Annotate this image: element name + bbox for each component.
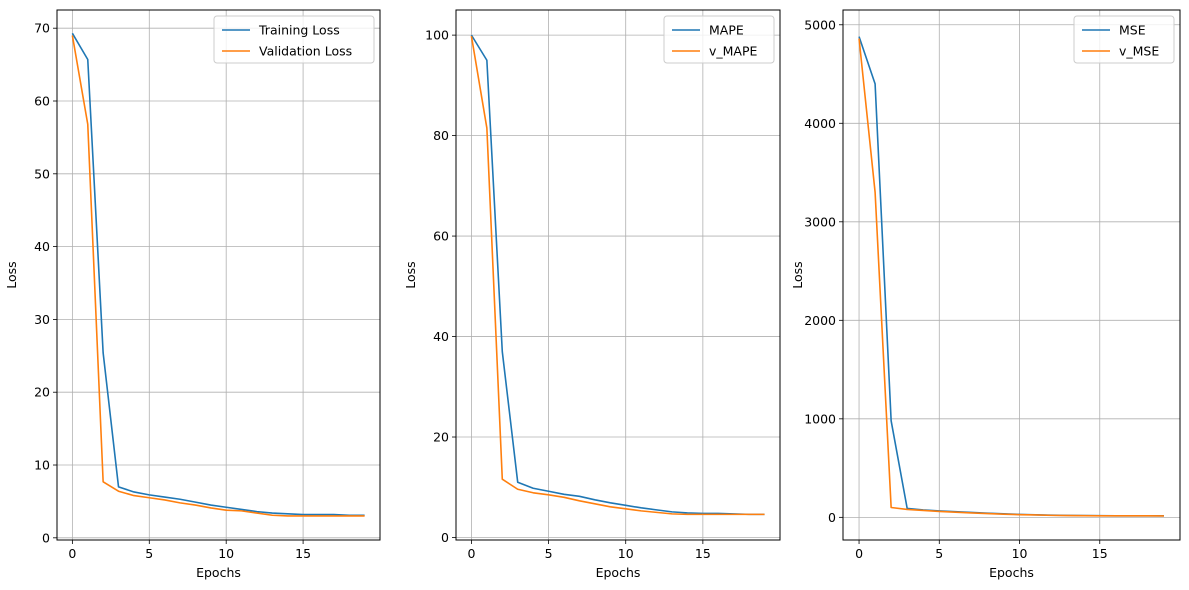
y-tick-label: 1000 xyxy=(804,411,836,426)
ticks: 0 5 10 15 0 1000 2000 3000 4000 5000 xyxy=(804,17,1108,561)
y-tick-label: 0 xyxy=(828,510,836,525)
y-tick-label: 60 xyxy=(433,229,449,244)
y-tick-label: 30 xyxy=(34,312,50,327)
legend-label-v-mape: v_MAPE xyxy=(709,44,758,59)
legend-label-v-mse: v_MSE xyxy=(1119,44,1159,59)
legend: MSE v_MSE xyxy=(1073,15,1175,64)
legend-box xyxy=(213,15,375,64)
x-tick-label: 5 xyxy=(145,546,153,561)
x-axis-label: Epochs xyxy=(596,565,641,580)
x-tick-label: 5 xyxy=(545,546,553,561)
legend-label-training-loss: Training Loss xyxy=(258,23,340,38)
y-tick-label: 40 xyxy=(433,329,449,344)
x-axis-label: Epochs xyxy=(196,565,241,580)
legend-label-mape: MAPE xyxy=(709,23,744,38)
y-tick-label: 4000 xyxy=(804,116,836,131)
legend-label-mse: MSE xyxy=(1119,23,1146,38)
x-axis-label: Epochs xyxy=(989,565,1034,580)
series-lines xyxy=(470,34,765,516)
line-v-mape xyxy=(470,35,765,516)
plot-frame xyxy=(56,9,381,541)
x-tick-label: 0 xyxy=(855,546,863,561)
x-tick-label: 10 xyxy=(218,546,234,561)
legend-entry: Training Loss xyxy=(222,23,340,38)
legend-entry: MSE xyxy=(1082,23,1146,38)
y-tick-label: 100 xyxy=(425,28,449,43)
y-axis-label: Loss xyxy=(403,261,418,288)
y-tick-label: 20 xyxy=(34,385,50,400)
y-tick-label: 20 xyxy=(433,430,449,445)
x-tick-label: 15 xyxy=(295,546,311,561)
y-tick-label: 10 xyxy=(34,458,50,473)
x-tick-label: 15 xyxy=(1092,546,1108,561)
subplot-mape: 0 5 10 15 0 20 40 60 80 100 Epochs Loss MAPE v_MA… xyxy=(403,9,781,580)
grid xyxy=(843,10,1180,540)
y-tick-label: 70 xyxy=(34,21,50,36)
legend-entry: Validation Loss xyxy=(222,44,352,59)
x-tick-label: 0 xyxy=(467,546,475,561)
grid xyxy=(57,10,380,540)
y-tick-label: 80 xyxy=(433,128,449,143)
y-tick-label: 3000 xyxy=(804,214,836,229)
x-tick-label: 10 xyxy=(1012,546,1028,561)
ticks: 0 5 10 15 0 10 20 30 40 50 60 70 xyxy=(34,21,311,561)
x-tick-label: 15 xyxy=(695,546,711,561)
x-tick-label: 10 xyxy=(618,546,634,561)
series-lines xyxy=(71,32,365,517)
ticks: 0 5 10 15 0 20 40 60 80 100 xyxy=(425,28,711,561)
x-tick-label: 5 xyxy=(935,546,943,561)
y-tick-label: 5000 xyxy=(804,17,836,32)
line-validation-loss xyxy=(71,35,365,517)
y-tick-label: 60 xyxy=(34,94,50,109)
legend: Training Loss Validation Loss xyxy=(213,15,375,64)
y-tick-label: 0 xyxy=(441,530,449,545)
y-tick-label: 50 xyxy=(34,166,50,181)
y-tick-label: 0 xyxy=(42,530,50,545)
series-lines xyxy=(858,36,1164,517)
legend-entry: MAPE xyxy=(672,23,744,38)
legend-label-validation-loss: Validation Loss xyxy=(259,44,352,59)
y-tick-label: 40 xyxy=(34,239,50,254)
line-mape xyxy=(470,34,765,516)
y-axis-label: Loss xyxy=(790,261,805,288)
legend-entry: v_MSE xyxy=(1082,44,1159,59)
y-axis-label: Loss xyxy=(4,261,19,288)
plot-frame xyxy=(455,9,781,541)
x-tick-label: 0 xyxy=(68,546,76,561)
legend: MAPE v_MAPE xyxy=(663,15,775,64)
line-training-loss xyxy=(71,32,365,517)
subplot-loss: 0 5 10 15 0 10 20 30 40 50 60 70 Epochs Loss Traini… xyxy=(4,9,381,580)
y-tick-label: 2000 xyxy=(804,313,836,328)
legend-entry: v_MAPE xyxy=(672,44,758,59)
line-v-mse xyxy=(858,38,1164,517)
plot-frame xyxy=(842,9,1181,541)
